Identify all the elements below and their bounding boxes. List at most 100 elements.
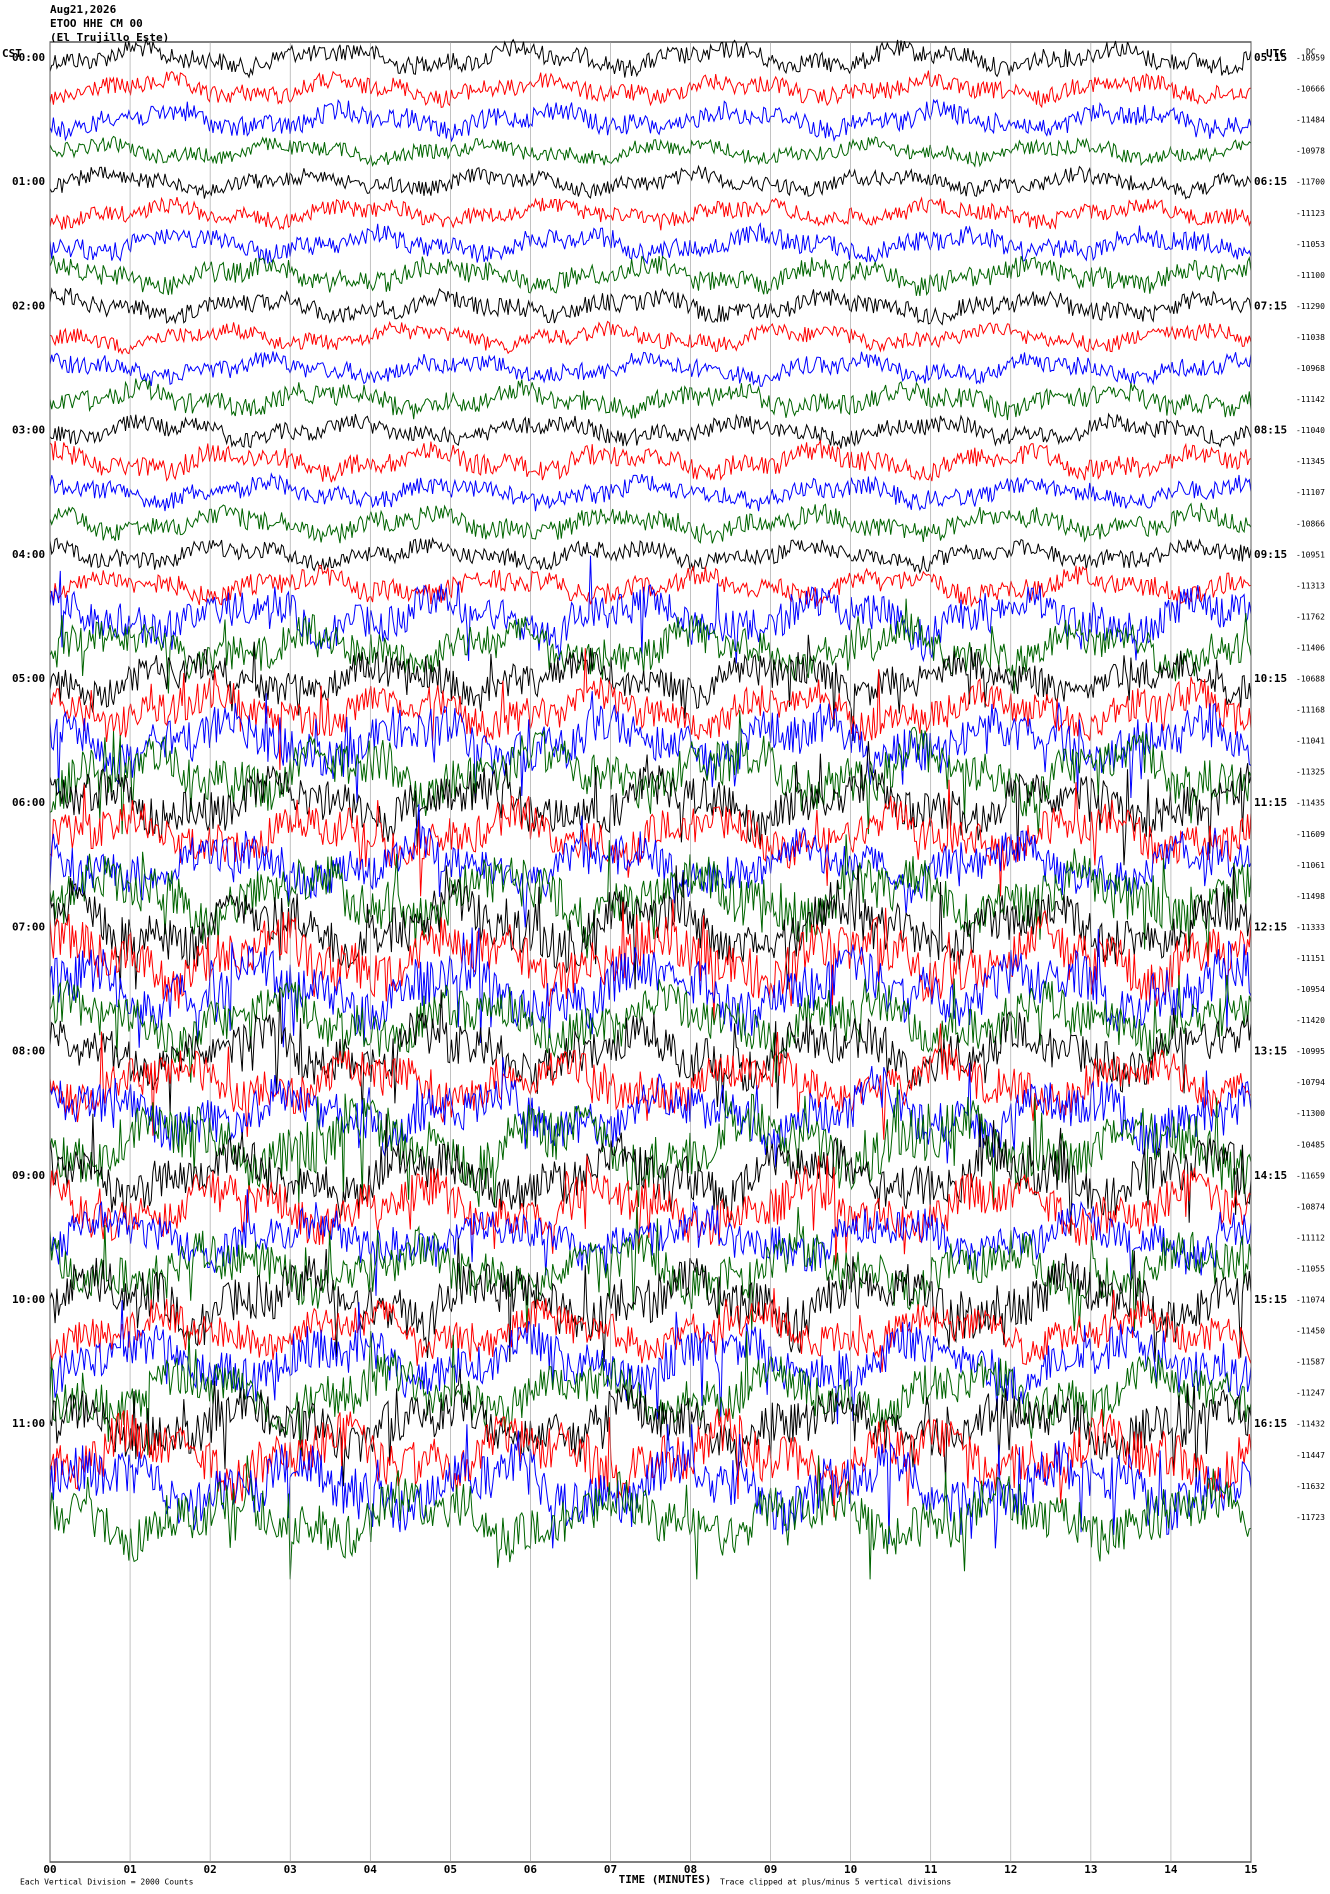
dc-offset: -11151 bbox=[1296, 954, 1325, 963]
trace bbox=[49, 536, 1252, 575]
trace bbox=[49, 472, 1252, 512]
grid: 00 01 02 03 04 05 06 07 08 09 10 11 12 13 14 15 00:00 01:… bbox=[12, 41, 1325, 1876]
offset-label: DC bbox=[1306, 48, 1316, 57]
trace bbox=[49, 1369, 1252, 1487]
dc-offset: -11247 bbox=[1296, 1389, 1325, 1398]
dc-offset: -11290 bbox=[1296, 302, 1325, 311]
left-axis-label: CST bbox=[2, 47, 22, 60]
trace bbox=[49, 648, 1252, 771]
cst-label: 01:00 bbox=[12, 175, 45, 188]
traces bbox=[49, 38, 1252, 1580]
trace bbox=[49, 1300, 1252, 1425]
cst-label: 09:00 bbox=[12, 1169, 45, 1182]
cst-label: 11:00 bbox=[12, 1417, 45, 1430]
dc-offset: -10959 bbox=[1296, 54, 1325, 63]
dc-offset: -11074 bbox=[1296, 1296, 1325, 1305]
trace bbox=[49, 196, 1252, 231]
trace bbox=[49, 1288, 1252, 1373]
utc-label: 13:15 bbox=[1254, 1045, 1287, 1058]
dc-offset: -11168 bbox=[1296, 706, 1325, 715]
utc-label: 16:15 bbox=[1254, 1417, 1287, 1430]
utc-label: 05:15 bbox=[1254, 51, 1287, 64]
trace bbox=[49, 865, 1252, 990]
trace bbox=[49, 164, 1252, 200]
dc-offset: -10794 bbox=[1296, 1078, 1325, 1087]
dc-offset: -10978 bbox=[1296, 147, 1325, 156]
trace bbox=[49, 741, 1252, 866]
x-tick-label: 13 bbox=[1084, 1863, 1097, 1876]
x-tick-label: 04 bbox=[364, 1863, 378, 1876]
trace bbox=[49, 351, 1252, 387]
utc-label: 06:15 bbox=[1254, 175, 1287, 188]
trace bbox=[49, 255, 1252, 296]
dc-offset: -11450 bbox=[1296, 1327, 1325, 1336]
dc-offset: -11038 bbox=[1296, 333, 1325, 342]
x-tick-label: 10 bbox=[844, 1863, 857, 1876]
trace bbox=[49, 438, 1252, 483]
header-line: Aug21,2026 bbox=[50, 3, 117, 16]
trace bbox=[49, 899, 1252, 1021]
x-axis-label: TIME (MINUTES) bbox=[619, 1873, 712, 1886]
trace bbox=[49, 974, 1252, 1083]
header-line: (El Trujillo Este) bbox=[50, 31, 169, 44]
dc-offset: -11447 bbox=[1296, 1451, 1325, 1460]
dc-offset: -11061 bbox=[1296, 861, 1325, 870]
utc-label: 07:15 bbox=[1254, 299, 1287, 312]
trace bbox=[49, 834, 1252, 959]
trace bbox=[49, 710, 1252, 835]
x-tick-label: 09 bbox=[764, 1863, 777, 1876]
dc-offset: -11484 bbox=[1296, 116, 1325, 125]
dc-offset: -11723 bbox=[1296, 1513, 1325, 1522]
trace bbox=[49, 1455, 1252, 1580]
x-tick-label: 08 bbox=[684, 1863, 697, 1876]
dc-offset: -11041 bbox=[1296, 737, 1325, 746]
x-tick-label: 03 bbox=[284, 1863, 297, 1876]
dc-offset: -11498 bbox=[1296, 892, 1325, 901]
cst-label: 02:00 bbox=[12, 299, 45, 312]
x-tick-label: 05 bbox=[444, 1863, 457, 1876]
dc-offset: -11300 bbox=[1296, 1109, 1325, 1118]
cst-label: 08:00 bbox=[12, 1045, 45, 1058]
dc-offset: -11609 bbox=[1296, 830, 1325, 839]
trace bbox=[49, 320, 1252, 355]
footer-right: Trace clipped at plus/minus 5 vertical d… bbox=[720, 1878, 951, 1887]
cst-label: 04:00 bbox=[12, 548, 45, 561]
utc-label: 08:15 bbox=[1254, 424, 1287, 437]
trace bbox=[49, 634, 1252, 742]
trace bbox=[49, 70, 1252, 109]
x-tick-label: 15 bbox=[1244, 1863, 1257, 1876]
cst-label: 06:00 bbox=[12, 796, 45, 809]
trace bbox=[49, 1155, 1252, 1266]
trace bbox=[49, 1237, 1252, 1363]
utc-label: 14:15 bbox=[1254, 1169, 1287, 1182]
trace bbox=[49, 1057, 1252, 1168]
right-axis-label: UTC bbox=[1266, 47, 1286, 60]
cst-label: 00:00 bbox=[12, 51, 45, 64]
dc-offset: -11123 bbox=[1296, 209, 1325, 218]
dc-offset: -11325 bbox=[1296, 768, 1325, 777]
dc-offset: -10951 bbox=[1296, 550, 1325, 559]
trace bbox=[49, 1189, 1252, 1296]
cst-label: 05:00 bbox=[12, 672, 45, 685]
trace bbox=[49, 927, 1252, 1048]
trace bbox=[49, 502, 1252, 544]
cst-label: 10:00 bbox=[12, 1293, 45, 1306]
trace bbox=[49, 691, 1252, 804]
trace bbox=[49, 1113, 1252, 1236]
dc-offset: -11587 bbox=[1296, 1358, 1325, 1367]
utc-label: 15:15 bbox=[1254, 1293, 1287, 1306]
x-tick-label: 06 bbox=[524, 1863, 538, 1876]
x-tick-label: 12 bbox=[1004, 1863, 1017, 1876]
trace bbox=[49, 555, 1252, 664]
dc-offset: -10968 bbox=[1296, 364, 1325, 373]
dc-offset: -10666 bbox=[1296, 85, 1325, 94]
trace bbox=[49, 598, 1252, 694]
trace bbox=[49, 98, 1252, 143]
dc-offset: -11142 bbox=[1296, 395, 1325, 404]
dc-offset: -11659 bbox=[1296, 1171, 1325, 1180]
dc-offset: -11632 bbox=[1296, 1482, 1325, 1491]
dc-offset: -11420 bbox=[1296, 1016, 1325, 1025]
dc-offset: -11435 bbox=[1296, 799, 1325, 808]
